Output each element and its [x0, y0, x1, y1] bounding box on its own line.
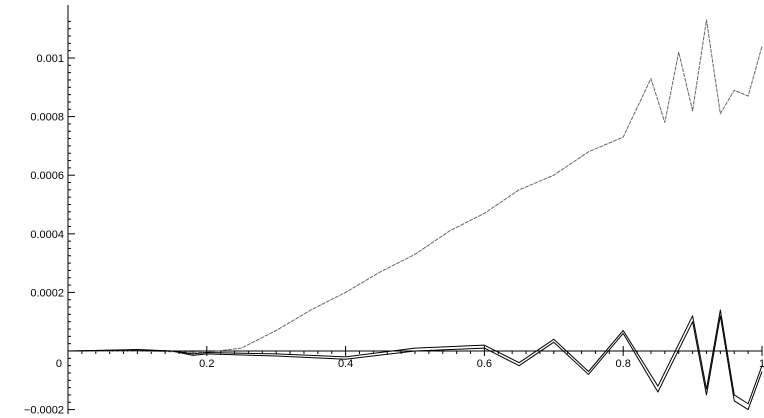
minor-ticks [68, 20, 749, 403]
y-tick-label: 0.0008 [30, 112, 64, 124]
x-tick-label: 1 [759, 358, 764, 370]
series-line-1 [68, 19, 763, 353]
series-line-2 [67, 309, 763, 405]
series-line-3 [67, 315, 763, 411]
x-tick-label: 0.4 [338, 358, 353, 370]
x-tick-label: 0.2 [199, 358, 214, 370]
x-ticks: 0 0.2 0.4 0.6 0.8 1 [56, 346, 764, 370]
x-tick-label: 0.6 [477, 358, 492, 370]
y-ticks: −0.0002 0.0002 0.0004 0.0006 0.0008 0.001 [24, 53, 75, 417]
y-tick-label: 0.0006 [30, 170, 64, 182]
x-tick-label: 0 [56, 358, 62, 370]
y-tick-label: −0.0002 [24, 405, 64, 417]
x-tick-label: 0.8 [616, 358, 631, 370]
y-tick-label: 0.0004 [30, 229, 64, 241]
series-group [67, 19, 763, 411]
y-tick-label: 0.0002 [30, 287, 64, 299]
y-tick-label: 0.001 [36, 53, 64, 65]
